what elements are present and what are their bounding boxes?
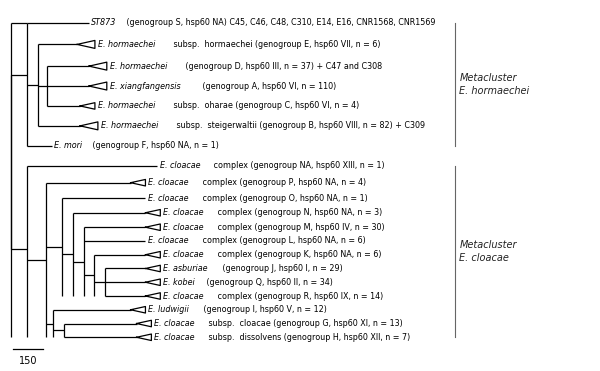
Text: E. asburiae: E. asburiae [163, 264, 208, 273]
Text: E. cloacae: E. cloacae [154, 333, 195, 342]
Text: subsp.  steigerwaltii (genogroup B, hsp60 VIII, n = 82) + C309: subsp. steigerwaltii (genogroup B, hsp60… [174, 121, 425, 130]
Text: complex (genogroup P, hsp60 NA, n = 4): complex (genogroup P, hsp60 NA, n = 4) [200, 178, 367, 187]
Text: Metacluster
E. hormaechei: Metacluster E. hormaechei [460, 73, 530, 96]
Text: complex (genogroup R, hsp60 IX, n = 14): complex (genogroup R, hsp60 IX, n = 14) [215, 292, 383, 301]
Text: (genogroup I, hsp60 V, n = 12): (genogroup I, hsp60 V, n = 12) [200, 305, 326, 314]
Text: E. hormaechei: E. hormaechei [101, 121, 158, 130]
Text: E. hormaechei: E. hormaechei [98, 101, 155, 111]
Text: E. cloacae: E. cloacae [148, 178, 189, 187]
Text: (genogroup D, hsp60 III, n = 37) + C47 and C308: (genogroup D, hsp60 III, n = 37) + C47 a… [183, 62, 382, 70]
Text: (genogroup Q, hsp60 II, n = 34): (genogroup Q, hsp60 II, n = 34) [204, 278, 333, 287]
Text: complex (genogroup M, hsp60 IV, n = 30): complex (genogroup M, hsp60 IV, n = 30) [215, 223, 385, 232]
Text: subsp.  cloacae (genogroup G, hsp60 XI, n = 13): subsp. cloacae (genogroup G, hsp60 XI, n… [206, 319, 403, 328]
Text: E. hormaechei: E. hormaechei [98, 40, 155, 49]
Text: (genogroup J, hsp60 I, n = 29): (genogroup J, hsp60 I, n = 29) [220, 264, 343, 273]
Text: E. cloacae: E. cloacae [148, 236, 188, 246]
Text: E. xiangfangensis: E. xiangfangensis [110, 82, 181, 91]
Text: complex (genogroup K, hsp60 NA, n = 6): complex (genogroup K, hsp60 NA, n = 6) [215, 250, 382, 259]
Text: ST873: ST873 [91, 18, 117, 27]
Text: complex (genogroup L, hsp60 NA, n = 6): complex (genogroup L, hsp60 NA, n = 6) [200, 236, 365, 246]
Text: E. cloacae: E. cloacae [163, 292, 204, 301]
Text: E. kobei: E. kobei [163, 278, 195, 287]
Text: (genogroup S, hsp60 NA) C45, C46, C48, C310, E14, E16, CNR1568, CNR1569: (genogroup S, hsp60 NA) C45, C46, C48, C… [124, 18, 435, 27]
Text: (genogroup F, hsp60 NA, n = 1): (genogroup F, hsp60 NA, n = 1) [91, 141, 220, 150]
Text: E. ludwigii: E. ludwigii [148, 305, 189, 314]
Text: E. hormaechei: E. hormaechei [110, 62, 167, 70]
Text: complex (genogroup NA, hsp60 XIII, n = 1): complex (genogroup NA, hsp60 XIII, n = 1… [211, 161, 385, 170]
Text: subsp.  dissolvens (genogroup H, hsp60 XII, n = 7): subsp. dissolvens (genogroup H, hsp60 XI… [206, 333, 410, 342]
Text: E. cloacae: E. cloacae [160, 161, 200, 170]
Text: 150: 150 [19, 357, 38, 367]
Text: complex (genogroup N, hsp60 NA, n = 3): complex (genogroup N, hsp60 NA, n = 3) [215, 208, 382, 217]
Text: E. cloacae: E. cloacae [148, 194, 188, 203]
Text: E. cloacae: E. cloacae [163, 208, 204, 217]
Text: complex (genogroup O, hsp60 NA, n = 1): complex (genogroup O, hsp60 NA, n = 1) [200, 194, 367, 203]
Text: (genogroup A, hsp60 VI, n = 110): (genogroup A, hsp60 VI, n = 110) [200, 82, 337, 91]
Text: Metacluster
E. cloacae: Metacluster E. cloacae [460, 240, 517, 263]
Text: subsp.  oharae (genogroup C, hsp60 VI, n = 4): subsp. oharae (genogroup C, hsp60 VI, n … [171, 101, 359, 111]
Text: E. cloacae: E. cloacae [163, 223, 204, 232]
Text: E. cloacae: E. cloacae [163, 250, 204, 259]
Text: E. mori: E. mori [55, 141, 83, 150]
Text: E. cloacae: E. cloacae [154, 319, 195, 328]
Text: subsp.  hormaechei (genogroup E, hsp60 VII, n = 6): subsp. hormaechei (genogroup E, hsp60 VI… [171, 40, 381, 49]
